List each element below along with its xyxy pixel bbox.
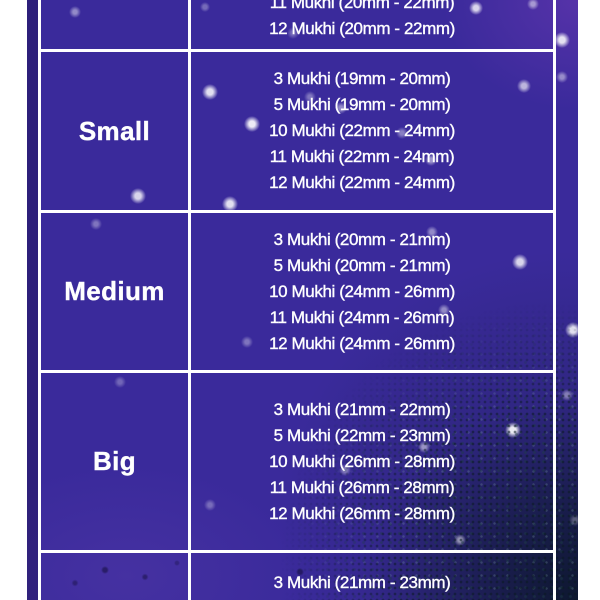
size-item-text: 5 Mukhi (19mm - 20mm) — [273, 95, 451, 114]
table-row: 11 Mukhi (20mm - 22mm) 12 Mukhi (20mm - 2… — [41, 0, 553, 49]
size-label — [41, 553, 191, 600]
table-row: 3 Mukhi (21mm - 23mm) — [41, 550, 553, 600]
size-item-text: 10 Mukhi (24mm - 26mm) — [269, 281, 456, 301]
size-chart-poster: 11 Mukhi (20mm - 22mm) 12 Mukhi (20mm - 2… — [27, 0, 578, 600]
size-items-cell: 3 Mukhi (21mm - 22mm) 5 Mukhi (22mm - 23m… — [191, 373, 553, 550]
size-item-text: 11 Mukhi (20mm - 22mm) — [269, 0, 455, 12]
size-item-text: 12 Mukhi (24mm - 26mm) — [269, 333, 456, 353]
size-item-text: 5 Mukhi (20mm - 21mm) — [273, 255, 451, 275]
table-row: Medium 3 Mukhi (20mm - 21mm) 5 Mukhi (20m… — [41, 210, 553, 370]
size-item-text: 11 Mukhi (24mm - 26mm) — [269, 307, 455, 327]
size-item-text: 11 Mukhi (26mm - 28mm) — [269, 477, 455, 497]
size-items-cell: 11 Mukhi (20mm - 22mm) 12 Mukhi (20mm - 2… — [191, 0, 553, 49]
size-item-text: 3 Mukhi (20mm - 21mm) — [273, 229, 451, 249]
grain-texture — [248, 255, 578, 600]
size-item-text: 3 Mukhi (21mm - 22mm) — [273, 399, 451, 419]
size-item-text: 5 Mukhi (22mm - 23mm) — [273, 425, 451, 445]
size-item-text: 10 Mukhi (26mm - 28mm) — [269, 451, 456, 471]
size-items-cell: 3 Mukhi (21mm - 23mm) — [191, 553, 553, 600]
size-item-text: 10 Mukhi (22mm - 24mm) — [269, 121, 456, 140]
size-item-text: 12 Mukhi (20mm - 22mm) — [269, 19, 456, 38]
table-row: Big 3 Mukhi (21mm - 22mm) 5 Mukhi (22mm -… — [41, 370, 553, 550]
size-item-text: 12 Mukhi (26mm - 28mm) — [269, 503, 456, 523]
table-row: Small 3 Mukhi (19mm - 20mm) 5 Mukhi (19mm… — [41, 49, 553, 210]
size-item-text: 3 Mukhi (21mm - 23mm) — [273, 573, 451, 592]
size-label — [41, 0, 191, 49]
size-items-cell: 3 Mukhi (20mm - 21mm) 5 Mukhi (20mm - 21m… — [191, 213, 553, 370]
size-label: Small — [41, 52, 191, 210]
size-label: Medium — [41, 213, 191, 370]
size-items-cell: 3 Mukhi (19mm - 20mm) 5 Mukhi (19mm - 20m… — [191, 52, 553, 210]
size-item-text: 11 Mukhi (22mm - 24mm) — [269, 147, 455, 166]
size-item-text: 12 Mukhi (22mm - 24mm) — [269, 173, 456, 192]
size-chart-table: 11 Mukhi (20mm - 22mm) 12 Mukhi (20mm - 2… — [38, 0, 556, 600]
size-item-text: 3 Mukhi (19mm - 20mm) — [273, 69, 451, 88]
size-label: Big — [41, 373, 191, 550]
